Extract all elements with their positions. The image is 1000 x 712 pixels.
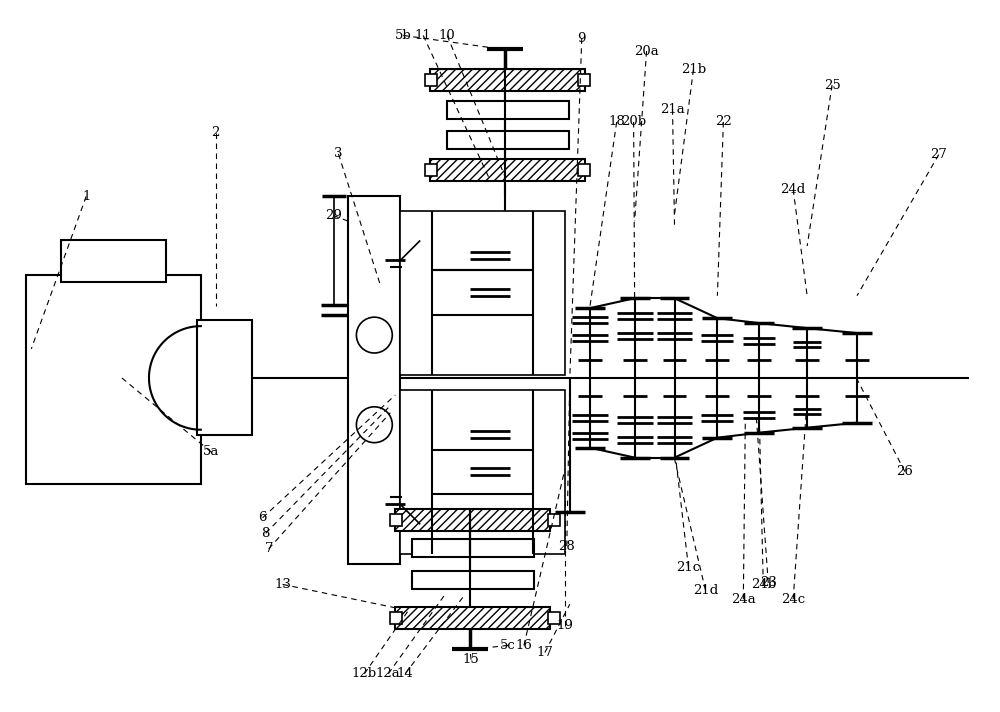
Bar bbox=[348, 196, 400, 564]
Bar bbox=[578, 74, 590, 86]
Text: 15: 15 bbox=[463, 653, 479, 666]
Bar bbox=[412, 539, 534, 557]
Text: 13: 13 bbox=[274, 578, 291, 591]
Bar bbox=[447, 101, 569, 119]
Bar bbox=[578, 164, 590, 176]
Text: 20a: 20a bbox=[634, 45, 659, 58]
Bar bbox=[390, 514, 402, 526]
Text: 12b: 12b bbox=[352, 667, 377, 680]
Text: 24b: 24b bbox=[751, 578, 776, 591]
Text: 21a: 21a bbox=[660, 103, 685, 115]
Text: 23: 23 bbox=[760, 577, 777, 590]
Bar bbox=[430, 69, 585, 91]
Text: 1: 1 bbox=[82, 190, 90, 203]
Text: 19: 19 bbox=[556, 619, 573, 632]
Text: 2: 2 bbox=[212, 126, 220, 139]
Text: 11: 11 bbox=[415, 29, 432, 42]
Text: 22: 22 bbox=[715, 115, 732, 128]
Text: 24d: 24d bbox=[781, 183, 806, 196]
Bar bbox=[548, 514, 560, 526]
Text: 12a: 12a bbox=[376, 667, 401, 680]
Text: 20b: 20b bbox=[621, 115, 646, 128]
Text: 18: 18 bbox=[608, 115, 625, 128]
Text: 21b: 21b bbox=[681, 63, 706, 76]
Bar bbox=[395, 509, 550, 531]
Bar bbox=[400, 211, 565, 375]
Bar bbox=[425, 164, 437, 176]
Text: 10: 10 bbox=[439, 29, 456, 42]
Text: 5c: 5c bbox=[500, 639, 516, 652]
Text: 21d: 21d bbox=[693, 584, 718, 597]
Bar bbox=[390, 612, 402, 624]
Bar bbox=[425, 74, 437, 86]
Text: 6: 6 bbox=[258, 511, 267, 524]
Text: 21c: 21c bbox=[676, 561, 701, 574]
Text: 8: 8 bbox=[261, 527, 270, 540]
Text: 28: 28 bbox=[558, 540, 575, 553]
Text: 25: 25 bbox=[824, 78, 840, 92]
Bar bbox=[400, 390, 565, 554]
Bar bbox=[61, 241, 166, 282]
Bar bbox=[395, 607, 550, 629]
Text: 14: 14 bbox=[397, 667, 414, 680]
Text: 9: 9 bbox=[578, 32, 586, 45]
Text: 5b: 5b bbox=[395, 29, 412, 42]
Text: 5a: 5a bbox=[203, 445, 219, 459]
Bar bbox=[412, 571, 534, 589]
Text: 24c: 24c bbox=[781, 593, 805, 606]
Text: 26: 26 bbox=[896, 465, 913, 478]
Text: 16: 16 bbox=[515, 639, 532, 652]
Text: 29: 29 bbox=[325, 209, 342, 222]
Bar bbox=[430, 159, 585, 181]
Text: 17: 17 bbox=[536, 646, 553, 659]
Bar bbox=[197, 320, 252, 435]
Text: 24a: 24a bbox=[731, 593, 756, 606]
Text: 3: 3 bbox=[334, 147, 343, 160]
Bar bbox=[447, 131, 569, 149]
Text: 7: 7 bbox=[264, 543, 273, 555]
Bar bbox=[26, 276, 201, 484]
Text: 27: 27 bbox=[930, 148, 947, 161]
Bar bbox=[548, 612, 560, 624]
